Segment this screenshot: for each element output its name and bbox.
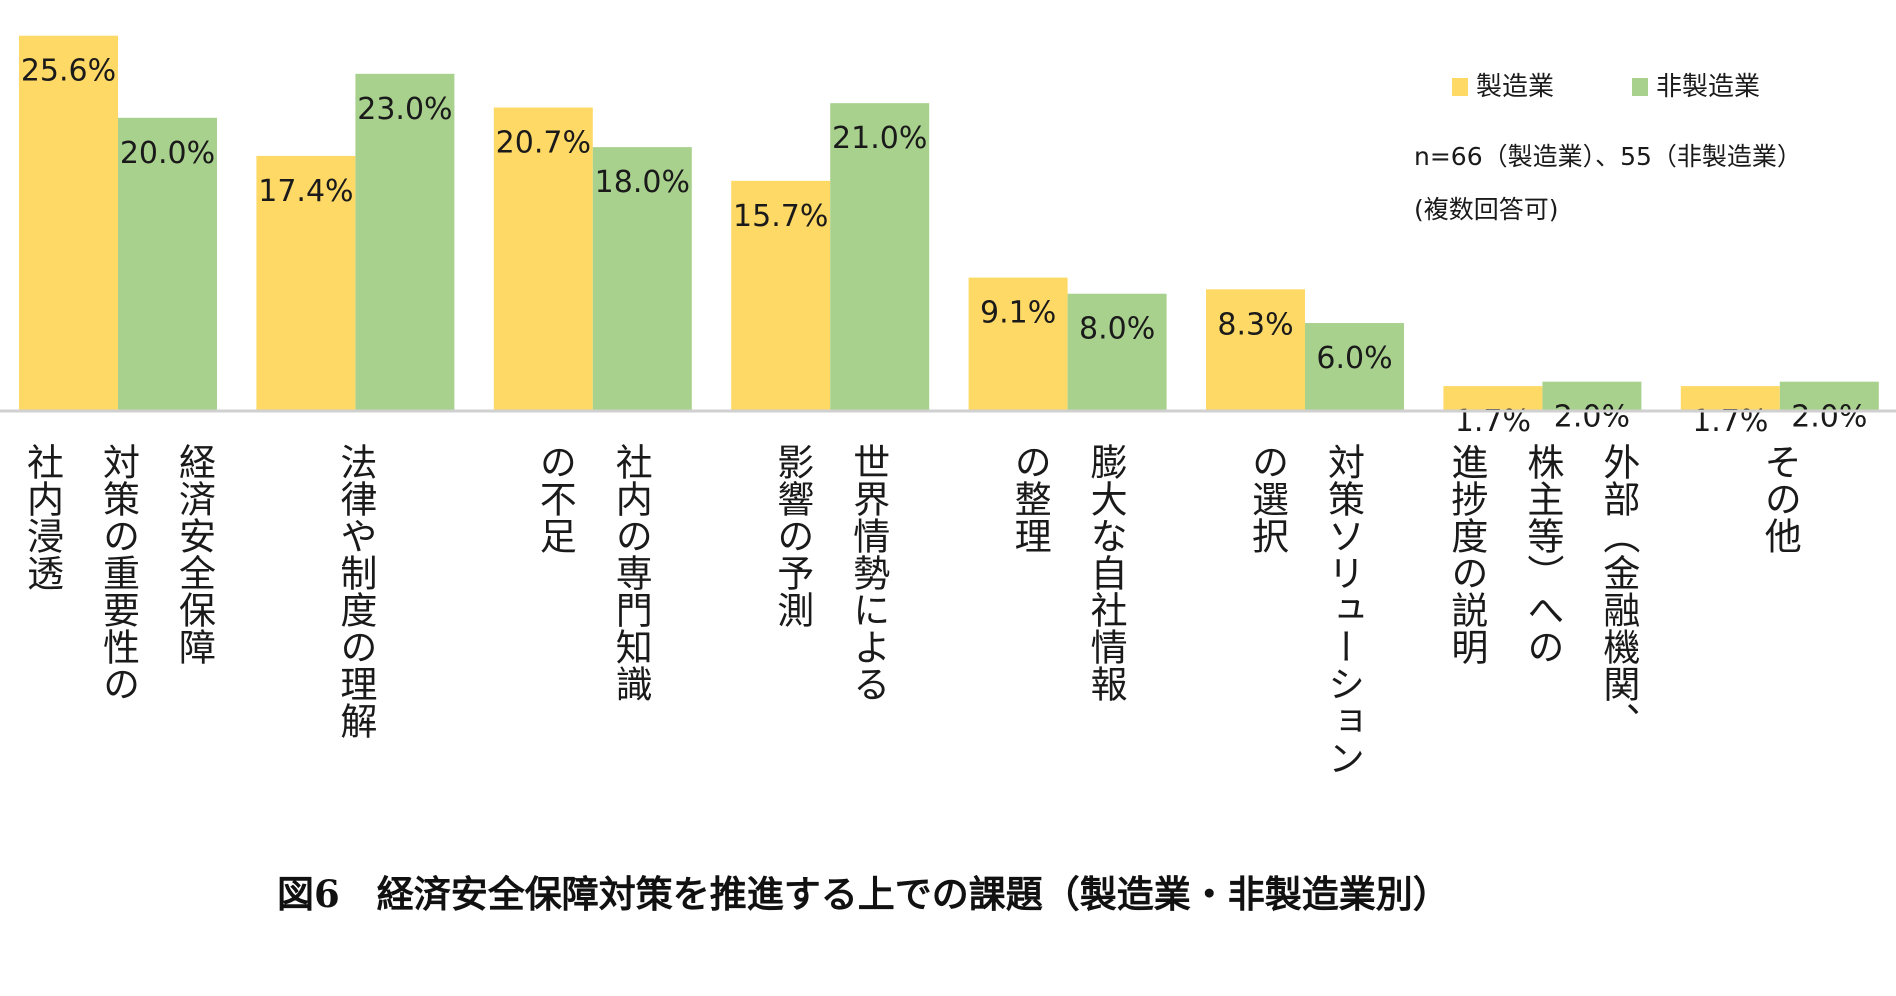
figure-title: 図6 経済安全保障対策を推進する上での課題（製造業・非製造業別） [277,872,1450,916]
category-label-6-line-1: 株主等）への [1521,443,1565,665]
category-label-5-line-0: 対策ソリューション [1322,443,1365,776]
bar-value-label-manufacturing-5: 8.3% [1217,307,1293,342]
bar-value-label-manufacturing-3: 15.7% [733,199,828,234]
category-label-4-line-0: 膨大な自社情報 [1084,443,1128,702]
bar-non-manufacturing-3 [830,103,930,411]
bar-value-label-non-manufacturing-7: 2.0% [1791,400,1867,435]
bar-non-manufacturing-1 [355,73,455,411]
bar-manufacturing-5 [1206,289,1305,411]
bar-non-manufacturing-2 [592,147,692,411]
category-label-0-line-1: 対策の重要性の [97,443,140,702]
bar-manufacturing-4 [968,277,1068,411]
bar-value-label-manufacturing-4: 9.1% [980,296,1056,331]
category-label-4-line-1: の整理 [1008,443,1051,554]
legend-label-manufacturing: 製造業 [1476,72,1554,102]
bar-value-label-manufacturing-2: 20.7% [496,126,591,161]
sample-size-note: n=66（製造業）、55（非製造業） [1414,142,1802,171]
legend: 製造業 非製造業 [1452,72,1760,102]
category-label-1-line-0: 法律や制度の理解 [334,443,377,739]
bar-value-label-manufacturing-0: 25.6% [21,54,116,89]
category-label-7-line-0: その他 [1758,443,1802,554]
bar-value-label-non-manufacturing-0: 20.0% [120,136,215,171]
bar-value-label-manufacturing-6: 1.7% [1455,404,1531,439]
bar-non-manufacturing-7 [1779,381,1879,411]
bar-non-manufacturing-6 [1542,381,1642,411]
bar-value-label-non-manufacturing-1: 23.0% [357,92,452,127]
category-label-6-line-0: 外部（金融機関、 [1597,443,1641,739]
category-label-3-line-0: 世界情勢による [847,443,891,702]
bars-group [19,35,1879,412]
bar-manufacturing-0 [19,35,118,411]
bar-manufacturing-2 [493,107,593,412]
multiple-answers-note: (複数回答可) [1414,195,1559,224]
bar-non-manufacturing-4 [1067,293,1167,411]
bar-non-manufacturing-0 [118,117,217,412]
category-label-2-line-0: 社内の専門知識 [609,443,653,702]
bar-value-label-non-manufacturing-3: 21.0% [832,121,927,156]
bar-value-label-manufacturing-1: 17.4% [258,174,353,209]
bar-manufacturing-7 [1680,386,1780,411]
bar-manufacturing-3 [731,180,831,411]
bar-manufacturing-1 [256,155,356,411]
bar-value-label-non-manufacturing-5: 6.0% [1316,341,1392,376]
legend-swatch-non-manufacturing [1632,78,1648,96]
bar-value-label-non-manufacturing-6: 2.0% [1554,400,1630,435]
bar-manufacturing-6 [1443,386,1543,411]
legend-label-non-manufacturing: 非製造業 [1656,72,1760,102]
category-label-6-line-2: 進捗度の説明 [1445,443,1488,665]
category-label-0-line-2: 社内浸透 [21,443,65,591]
category-label-5-line-1: の選択 [1246,443,1289,554]
bar-labels-group: 25.6% 20.0% 17.4% 23.0% 20.7%18.0% 15.7% 21.0%… [21,54,1868,439]
category-label-0-line-0: 経済安全保障 [173,443,217,665]
bar-value-label-non-manufacturing-4: 8.0% [1079,312,1155,347]
bar-non-manufacturing-5 [1305,323,1404,411]
category-label-2-line-1: の不足 [533,443,576,554]
category-label-3-line-1: 影響の予測 [771,443,814,628]
bar-value-label-non-manufacturing-2: 18.0% [595,165,690,200]
bar-value-label-manufacturing-7: 1.7% [1692,404,1768,439]
legend-swatch-manufacturing [1452,78,1468,96]
